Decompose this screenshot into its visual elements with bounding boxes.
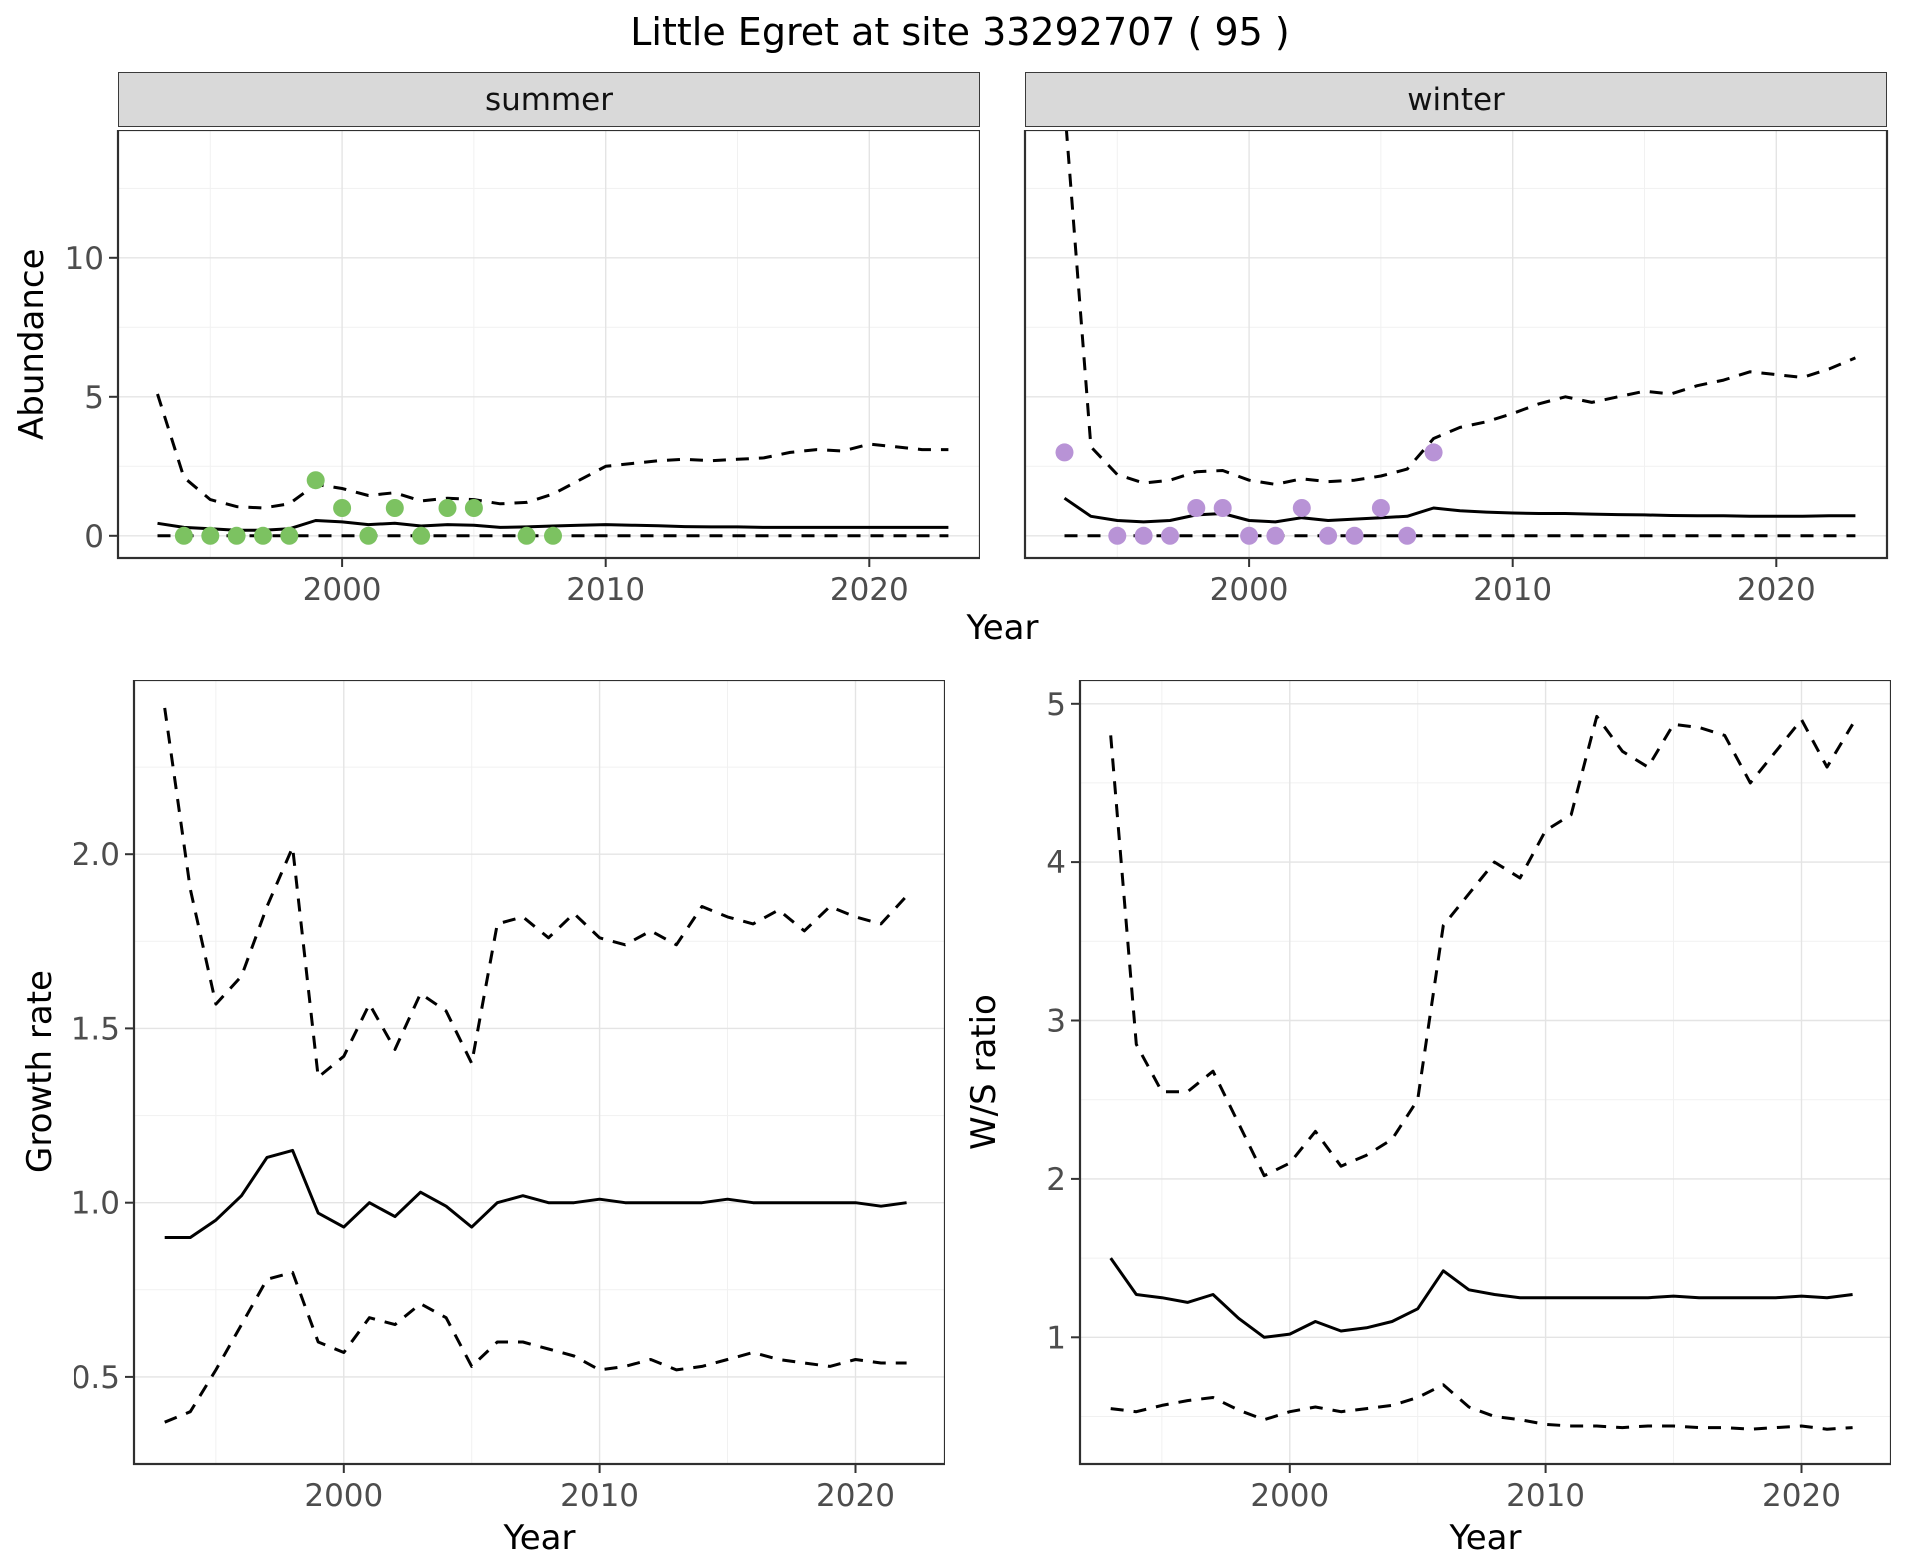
abundance-axis-label: Abundance	[12, 248, 52, 440]
growth-rate-axis-label: Growth rate	[20, 970, 60, 1174]
svg-text:2000: 2000	[1250, 1478, 1329, 1514]
chart-growth: 2000 2010 2020 0.5 1.0 1.5 2.0	[74, 680, 945, 1514]
facet-strip-winter: winter	[1025, 72, 1887, 127]
year-axis-label-growth: Year	[503, 1518, 576, 1558]
svg-text:2000: 2000	[304, 1478, 383, 1514]
svg-text:2020: 2020	[830, 572, 909, 608]
chart-summer: 2000 2010 2020 0 5 10	[65, 130, 980, 608]
chart-ws: 2000 2010 2020 1 2 3 4 5	[1046, 680, 1891, 1514]
svg-text:2010: 2010	[1473, 572, 1552, 608]
facet-strip-winter-label: winter	[1407, 81, 1505, 118]
svg-text:2010: 2010	[566, 572, 645, 608]
svg-text:5: 5	[1046, 687, 1066, 723]
svg-text:0: 0	[84, 519, 104, 555]
svg-text:2020: 2020	[1737, 572, 1816, 608]
svg-text:3: 3	[1046, 1004, 1066, 1040]
svg-text:2020: 2020	[1762, 1478, 1841, 1514]
year-axis-label-ws: Year	[1449, 1518, 1522, 1558]
svg-text:2010: 2010	[1506, 1478, 1585, 1514]
svg-text:2010: 2010	[560, 1478, 639, 1514]
svg-text:1.0: 1.0	[74, 1186, 120, 1222]
facet-strip-summer: summer	[118, 72, 980, 127]
plot-title: Little Egret at site 33292707 ( 95 )	[630, 10, 1290, 54]
ws-ratio-axis-label: W/S ratio	[964, 994, 1004, 1150]
svg-text:0.5: 0.5	[74, 1360, 120, 1396]
svg-text:2000: 2000	[303, 572, 382, 608]
svg-text:2020: 2020	[816, 1478, 895, 1514]
svg-text:10: 10	[65, 241, 104, 277]
svg-text:4: 4	[1046, 845, 1066, 881]
chart-winter: 2000 2010 2020	[1023, 130, 1889, 608]
svg-text:2.0: 2.0	[74, 837, 120, 873]
svg-text:1.5: 1.5	[74, 1011, 120, 1047]
svg-text:2: 2	[1046, 1162, 1066, 1198]
svg-text:1: 1	[1046, 1320, 1066, 1356]
facet-strip-summer-label: summer	[484, 81, 613, 118]
svg-text:2000: 2000	[1210, 572, 1289, 608]
year-axis-label-top: Year	[966, 608, 1039, 648]
svg-text:5: 5	[84, 380, 104, 416]
